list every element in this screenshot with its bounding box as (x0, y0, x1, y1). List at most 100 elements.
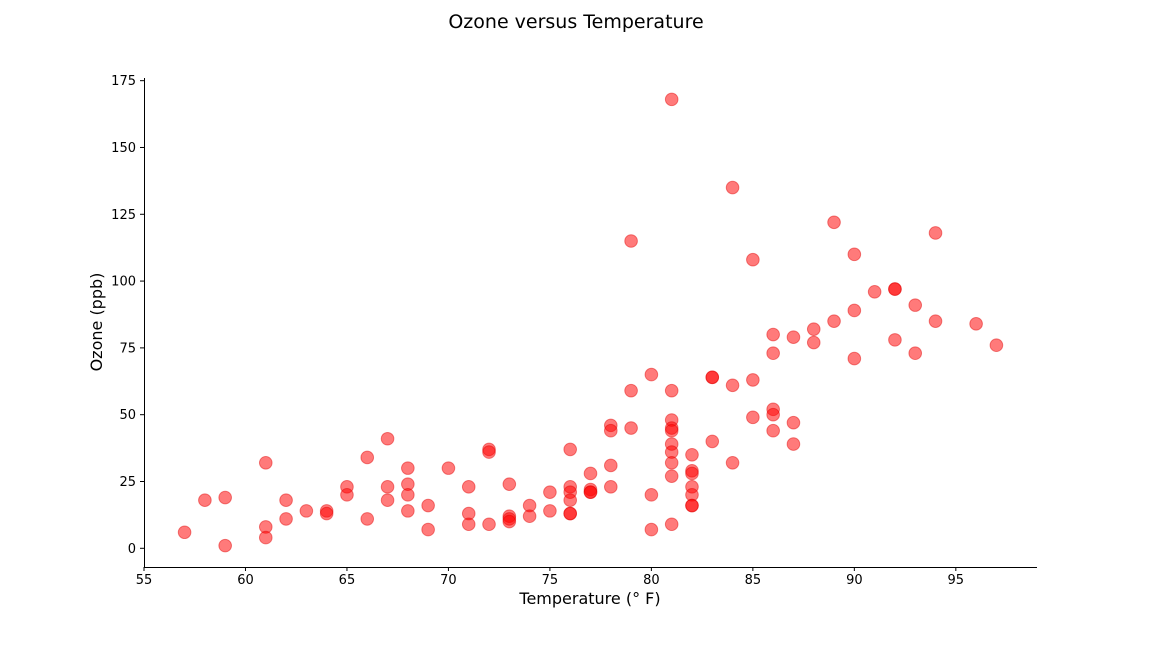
data-point (502, 477, 517, 491)
x-tick-label: 80 (643, 573, 660, 588)
data-point (401, 504, 415, 518)
data-point (847, 247, 862, 262)
data-point (644, 522, 659, 537)
data-point (685, 447, 699, 462)
data-point (360, 450, 375, 465)
data-point (705, 434, 720, 449)
y-tick-label: 25 (119, 475, 136, 490)
data-point (340, 488, 354, 502)
data-point (786, 437, 801, 451)
y-tick-label: 100 (111, 275, 136, 290)
data-point (461, 480, 476, 494)
data-point (766, 407, 780, 422)
data-point (543, 504, 557, 518)
data-point (786, 330, 801, 344)
data-point (482, 445, 496, 459)
data-point (806, 335, 821, 350)
y-tick-label: 125 (111, 208, 136, 223)
data-point (421, 522, 435, 537)
data-point (766, 327, 780, 342)
data-point (441, 461, 456, 475)
y-tick-label: 50 (119, 408, 136, 423)
data-point (685, 466, 699, 481)
data-point (563, 442, 578, 457)
y-axis: 0 25 50 75 100 125 150 175 (111, 74, 144, 557)
data-point (888, 282, 902, 296)
y-axis-label: Ozone (ppb) (87, 273, 106, 372)
data-point (624, 383, 638, 398)
data-point (563, 506, 578, 521)
data-point (664, 455, 679, 470)
data-point (279, 493, 293, 507)
data-point (827, 215, 841, 230)
data-point (766, 423, 780, 438)
data-point (806, 322, 821, 336)
data-point (258, 530, 273, 545)
data-point (908, 346, 923, 361)
data-point (867, 284, 882, 299)
data-point (258, 455, 273, 470)
data-point (482, 517, 496, 532)
data-point (827, 314, 841, 328)
x-tick-label: 55 (136, 573, 153, 588)
data-point (766, 346, 780, 361)
data-point (888, 333, 902, 347)
data-point (786, 415, 801, 430)
data-point (502, 514, 517, 529)
data-point (360, 512, 375, 526)
data-point (603, 458, 618, 473)
data-point (583, 466, 598, 481)
data-point (847, 351, 862, 366)
data-point (279, 512, 293, 526)
data-point (664, 383, 679, 398)
x-axis: 55 60 65 70 75 80 85 90 95 (136, 567, 964, 588)
data-point (969, 317, 983, 331)
data-point (624, 234, 638, 248)
data-point (583, 485, 598, 499)
x-axis-label: Temperature (° F) (518, 589, 660, 608)
data-point (563, 493, 578, 507)
y-tick-label: 150 (111, 141, 136, 156)
y-tick-label: 75 (119, 341, 136, 356)
data-point (685, 498, 699, 513)
data-points (177, 92, 1004, 553)
data-point (401, 488, 415, 502)
data-point (664, 469, 679, 483)
chart-title: Ozone versus Temperature (448, 11, 703, 33)
x-tick-label: 85 (745, 573, 762, 588)
data-point (746, 373, 760, 387)
data-point (847, 303, 862, 318)
data-point (421, 498, 435, 513)
data-point (928, 314, 943, 328)
data-point (380, 431, 395, 446)
data-point (218, 490, 232, 505)
data-point (908, 298, 923, 312)
data-point (299, 504, 314, 518)
data-point (603, 423, 618, 438)
x-tick-label: 90 (846, 573, 863, 588)
data-point (543, 485, 557, 499)
data-point (746, 252, 760, 267)
x-tick-label: 65 (339, 573, 356, 588)
y-tick-label: 0 (128, 542, 136, 557)
data-point (401, 461, 415, 475)
data-point (644, 367, 659, 382)
data-point (664, 92, 679, 107)
x-tick-label: 75 (542, 573, 559, 588)
data-point (218, 538, 232, 553)
x-tick-label: 60 (237, 573, 254, 588)
data-point (522, 509, 537, 524)
data-point (725, 378, 740, 393)
data-point (644, 488, 659, 502)
data-point (928, 226, 943, 240)
data-point (461, 517, 476, 532)
data-point (177, 525, 192, 540)
x-tick-label: 95 (948, 573, 965, 588)
data-point (725, 455, 740, 470)
data-point (624, 421, 638, 435)
data-point (603, 480, 618, 494)
data-point (746, 410, 760, 425)
data-point (664, 517, 679, 532)
x-tick-label: 70 (440, 573, 457, 588)
